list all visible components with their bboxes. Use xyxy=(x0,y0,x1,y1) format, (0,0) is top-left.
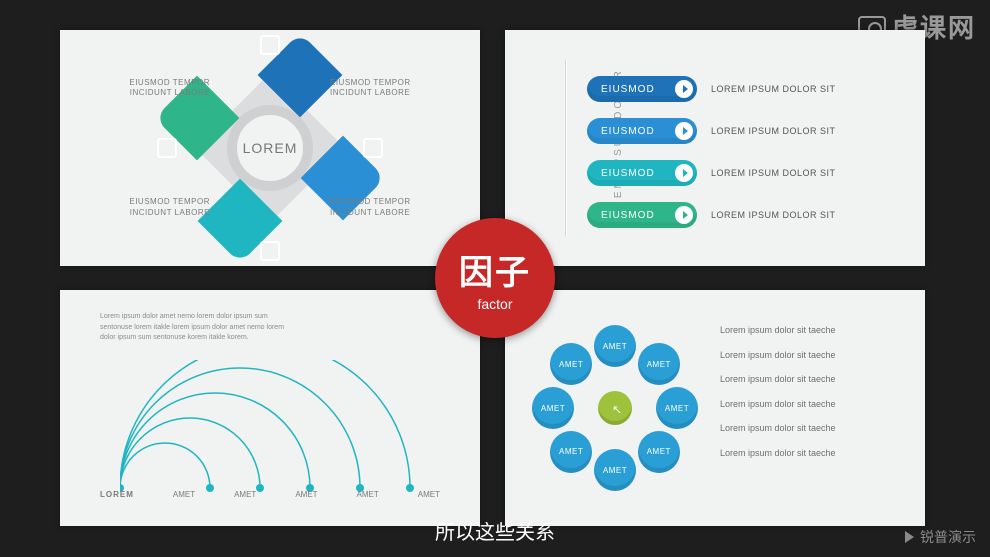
s3-arcs-chart xyxy=(120,360,440,500)
s3-paragraph: Lorem ipsum dolor amet nemo lorem dolor … xyxy=(100,312,290,344)
xaxis-label: AMET xyxy=(173,490,195,499)
s2-pill-list: EIUSMOD LOREM IPSUM DOLOR SIT EIUSMOD LOREM… xyxy=(587,74,905,242)
s1-center-ring: LOREM xyxy=(227,105,313,191)
doc-icon xyxy=(157,138,177,158)
chevron-right-icon xyxy=(683,211,688,219)
bottom-right-logo: 锐普演示 xyxy=(905,527,976,547)
center-badge: 因子 factor xyxy=(435,218,555,338)
flower-node: AMET xyxy=(550,343,592,385)
cursor-icon: ↖ xyxy=(612,402,622,416)
monitor-icon xyxy=(260,35,280,55)
chevron-right-icon xyxy=(683,127,688,135)
s2-divider xyxy=(565,60,567,236)
chevron-right-icon xyxy=(683,169,688,177)
pill-description: LOREM IPSUM DOLOR SIT xyxy=(711,210,836,220)
badge-main: 因子 xyxy=(459,245,531,294)
s4-text-list: Lorem ipsum dolor sit taeche Lorem ipsum … xyxy=(720,324,905,472)
pill-row: EIUSMOD LOREM IPSUM DOLOR SIT xyxy=(587,116,905,146)
pill[interactable]: EIUSMOD xyxy=(587,202,697,228)
flower-node: AMET xyxy=(638,343,680,385)
pill[interactable]: EIUSMOD xyxy=(587,76,697,102)
s1-diagram: LOREM xyxy=(195,73,345,223)
flower-node: AMET xyxy=(656,387,698,429)
globe-icon xyxy=(260,241,280,261)
flower-node: AMET xyxy=(532,387,574,429)
list-item: Lorem ipsum dolor sit taeche xyxy=(720,373,905,386)
badge-sub: factor xyxy=(477,296,512,312)
logo-icon xyxy=(905,531,914,543)
flower-node: AMET xyxy=(638,431,680,473)
xaxis-label: AMET xyxy=(234,490,256,499)
pill-row: EIUSMOD LOREM IPSUM DOLOR SIT xyxy=(587,158,905,188)
flower-node: AMET xyxy=(594,449,636,491)
list-item: Lorem ipsum dolor sit taeche xyxy=(720,324,905,337)
slide-1: LOREM EIUSMOD TEMPOR INCIDUNT LABORE EIU… xyxy=(60,30,480,266)
xaxis-label: LOREM xyxy=(100,490,134,499)
pill-label: EIUSMOD xyxy=(601,126,655,137)
pill-row: EIUSMOD LOREM IPSUM DOLOR SIT xyxy=(587,74,905,104)
s1-center-label: LOREM xyxy=(243,140,298,156)
list-item: Lorem ipsum dolor sit taeche xyxy=(720,349,905,362)
flower-node: AMET xyxy=(594,325,636,367)
pill-label: EIUSMOD xyxy=(601,84,655,95)
s3-xaxis: LOREM AMET AMET AMET AMET AMET xyxy=(100,490,440,499)
pill-label: EIUSMOD xyxy=(601,168,655,179)
pill[interactable]: EIUSMOD xyxy=(587,118,697,144)
s1-label-br: EIUSMOD TEMPOR INCIDUNT LABORE xyxy=(330,197,450,218)
pill-description: LOREM IPSUM DOLOR SIT xyxy=(711,168,836,178)
pill-description: LOREM IPSUM DOLOR SIT xyxy=(711,126,836,136)
xaxis-label: AMET xyxy=(295,490,317,499)
pill[interactable]: EIUSMOD xyxy=(587,160,697,186)
list-item: Lorem ipsum dolor sit taeche xyxy=(720,398,905,411)
list-item: Lorem ipsum dolor sit taeche xyxy=(720,447,905,460)
slide-4: ↖ AMETAMETAMETAMETAMETAMETAMETAMET Lorem… xyxy=(505,290,925,526)
xaxis-label: AMET xyxy=(357,490,379,499)
user-icon xyxy=(363,138,383,158)
s1-label-bl: EIUSMOD TEMPOR INCIDUNT LABORE xyxy=(90,197,210,218)
subtitle: 所以这些关系 xyxy=(0,516,990,545)
s1-label-tr: EIUSMOD TEMPOR INCIDUNT LABORE xyxy=(330,78,450,99)
slide-2: LOREM IPSUM DOLOR EIUSMODLOREM IPSUM DOL… xyxy=(505,30,925,266)
s1-label-tl: EIUSMOD TEMPOR INCIDUNT LABORE xyxy=(90,78,210,99)
slide-3: Lorem ipsum dolor amet nemo lorem dolor … xyxy=(60,290,480,526)
pill-row: EIUSMOD LOREM IPSUM DOLOR SIT xyxy=(587,200,905,230)
stage: 虎课网 LOREM xyxy=(0,0,990,557)
chevron-right-icon xyxy=(683,85,688,93)
xaxis-label: AMET xyxy=(418,490,440,499)
pill-description: LOREM IPSUM DOLOR SIT xyxy=(711,84,836,94)
s4-flower-diagram: ↖ AMETAMETAMETAMETAMETAMETAMETAMET xyxy=(530,323,700,493)
list-item: Lorem ipsum dolor sit taeche xyxy=(720,422,905,435)
logo-text: 锐普演示 xyxy=(920,527,976,547)
pill-label: EIUSMOD xyxy=(601,210,655,221)
flower-node: AMET xyxy=(550,431,592,473)
